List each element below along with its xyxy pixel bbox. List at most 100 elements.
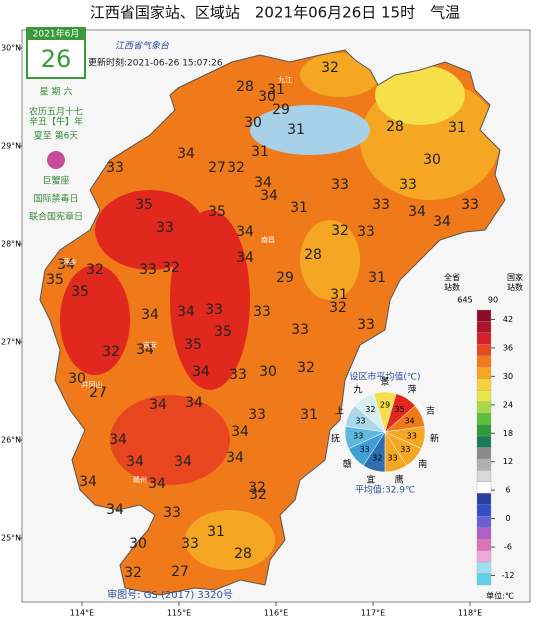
pie-name: 鹰	[395, 473, 404, 485]
station-temp: 32	[86, 262, 104, 278]
station-temp: 34	[433, 214, 451, 230]
place-name: 赣州	[133, 475, 147, 484]
lat-label: 28°N	[1, 240, 21, 249]
calendar-line: 星 期 六	[40, 86, 73, 98]
calendar-day: 26	[41, 45, 72, 73]
station-temp: 32	[321, 60, 339, 76]
station-temp: 33	[248, 407, 266, 423]
station-temp: 31	[290, 200, 308, 216]
station-temp: 31	[207, 524, 225, 540]
colorbar-cell	[476, 309, 492, 322]
station-temp: 32	[248, 480, 266, 496]
pie-name: 南	[418, 458, 427, 470]
station-temp: 33	[181, 536, 199, 552]
lat-label: 25°N	[1, 534, 21, 543]
station-temp: 34	[109, 432, 127, 448]
pie-name: 萍	[408, 384, 417, 395]
colorbar-cell	[476, 321, 492, 334]
national-count: 90	[488, 296, 498, 305]
place-name: 井冈山	[82, 380, 103, 389]
pie-value: 35	[395, 405, 405, 414]
station-temp: 31	[267, 82, 285, 98]
station-temp: 34	[149, 397, 167, 413]
station-temp: 34	[236, 250, 254, 266]
station-temp: 33	[229, 367, 247, 383]
lon-label: 115°E	[167, 609, 191, 618]
station-temp: 33	[331, 177, 349, 193]
station-temp: 31	[287, 122, 305, 138]
station-temp: 34	[148, 476, 166, 492]
station-temp: 31	[330, 287, 348, 303]
colorbar-label: 42	[503, 315, 513, 324]
update-time: 更新时刻:2021-06-26 15:07:26	[88, 57, 223, 69]
station-temp: 32	[227, 160, 245, 176]
colorbar-label: -6	[504, 543, 512, 552]
calendar-head	[27, 28, 85, 40]
pie-name: 上	[335, 406, 344, 417]
lat-label: 29°N	[1, 142, 21, 151]
station-temp: 31	[368, 270, 386, 286]
calendar-line: 巨蟹座	[42, 175, 69, 187]
station-temp: 33	[461, 197, 479, 213]
colorbar-cell	[476, 470, 492, 483]
station-temp: 34	[185, 395, 203, 411]
colorbar-cell	[476, 481, 492, 494]
station-temp: 32	[102, 344, 120, 360]
station-temp: 34	[57, 257, 75, 273]
station-temp: 33	[106, 160, 124, 176]
colorbar-label: 30	[503, 372, 513, 381]
unit: 单位:℃	[486, 591, 514, 601]
station-temp: 34	[136, 342, 154, 358]
pie-name: 抚	[331, 433, 340, 445]
lon-label: 116°E	[264, 609, 288, 618]
station-temp: 30	[259, 364, 277, 380]
station-temp: 33	[163, 505, 181, 521]
station-temp: 35	[71, 284, 89, 300]
colorbar-label: 0	[505, 514, 510, 523]
station-temp: 30	[129, 536, 147, 552]
colorbar-cell	[476, 412, 492, 425]
pie-value: 32	[372, 453, 382, 462]
station-temp: 28	[234, 546, 252, 562]
colorbar-cell	[476, 390, 492, 402]
lon-label: 118°E	[458, 609, 482, 618]
station-temp: 34	[177, 304, 195, 320]
station-temp: 34	[231, 424, 249, 440]
map-note: 审图号: GS (2017) 3320号	[107, 588, 233, 601]
station-temp: 31	[251, 144, 269, 160]
station-temp: 35	[135, 197, 153, 213]
station-temp: 33	[357, 317, 375, 333]
colorbar-label: 36	[503, 343, 513, 352]
colorbar-cell	[476, 573, 492, 586]
calendar-line: 辛丑【牛】年	[29, 116, 83, 128]
colorbar-cell	[476, 493, 492, 505]
pie-value: 34	[404, 416, 414, 425]
station-temp: 33	[253, 304, 271, 320]
station-temp: 32	[297, 360, 315, 376]
logo: 江西省气象台	[115, 41, 170, 52]
colorbar-cell	[476, 561, 492, 574]
zodiac-icon	[47, 151, 65, 169]
colorbar-cell	[476, 516, 492, 528]
lon-label: 114°E	[70, 609, 94, 618]
station-temp: 32	[331, 223, 349, 239]
station-temp: 34	[126, 454, 144, 470]
pie-name: 新	[430, 433, 439, 445]
station-temp: 29	[272, 102, 290, 118]
station-temp: 34	[254, 175, 272, 191]
station-temp: 34	[79, 474, 97, 490]
pie-value: 33	[400, 445, 410, 454]
station-temp: 34	[236, 224, 254, 240]
pie-value: 33	[355, 416, 365, 425]
lat-label: 26°N	[1, 436, 21, 445]
pie-name: 景	[380, 377, 389, 388]
station-temp: 35	[46, 272, 64, 288]
station-temp: 34	[174, 454, 192, 470]
lat-label: 30°N	[1, 44, 21, 53]
station-temp: 33	[399, 177, 417, 193]
place-name: 萍乡	[63, 257, 77, 266]
station-temp: 30	[68, 371, 86, 387]
station-temp: 31	[300, 407, 318, 423]
title: 江西省国家站、区域站 2021年06月26日 15时 气温	[90, 4, 460, 22]
